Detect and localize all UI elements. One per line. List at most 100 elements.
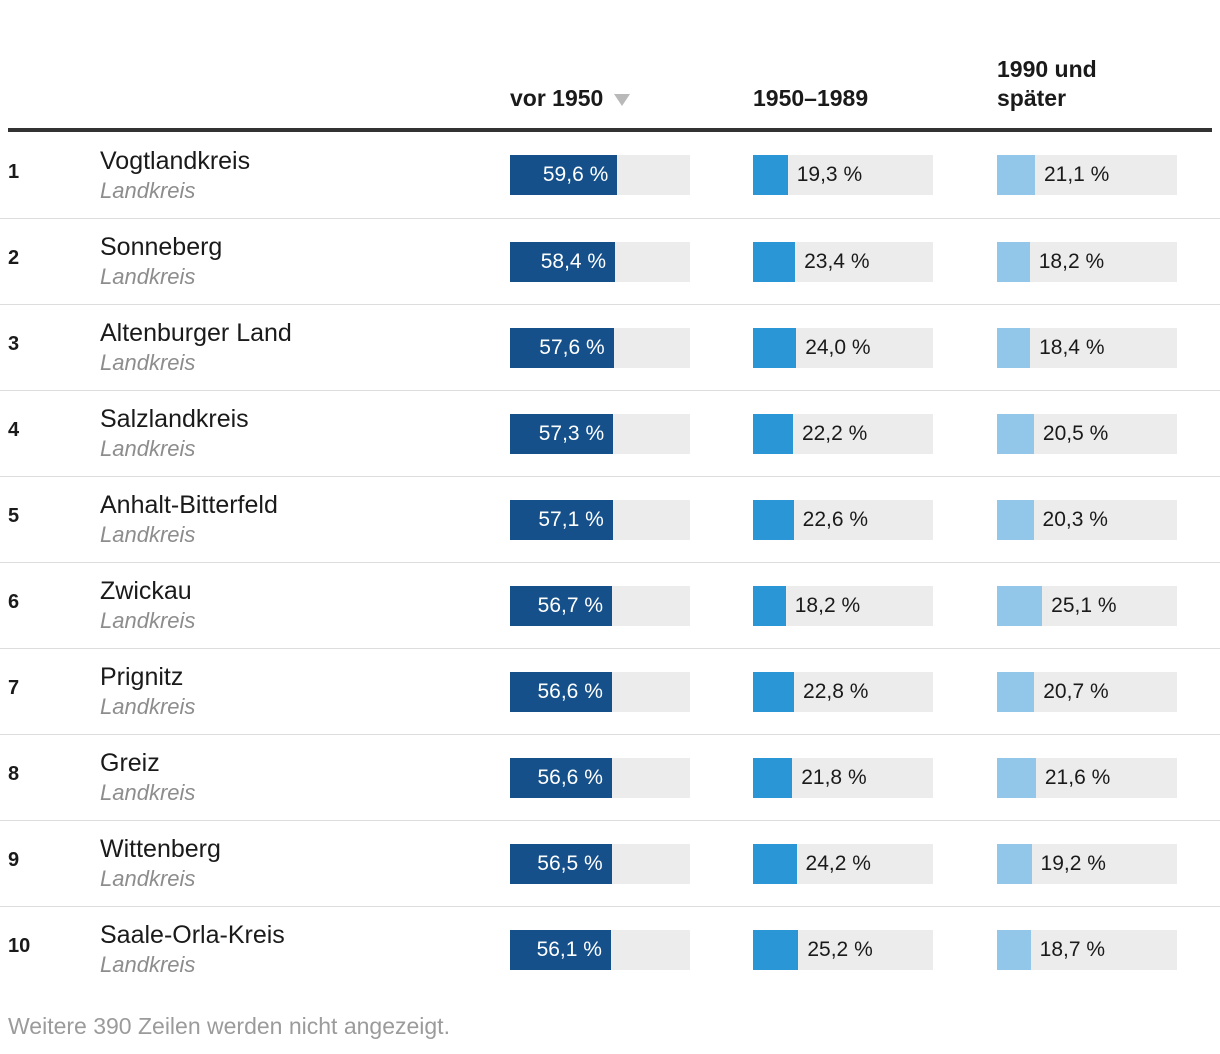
bar-track: 18,7 % — [997, 929, 1177, 970]
district-type: Landkreis — [100, 436, 196, 461]
bar-cell-1950-1989: 23,4 % — [753, 241, 997, 282]
bar-cell-vor-1950: 58,4 % — [510, 241, 753, 282]
row-rank: 1 — [8, 160, 20, 183]
row-name-cell: Saale-Orla-Kreis Landkreis — [100, 920, 510, 979]
bar-value: 19,3 % — [796, 163, 863, 186]
bar-value: 21,6 % — [1044, 765, 1111, 789]
district-name: Prignitz — [100, 663, 184, 691]
bar-value: 24,2 % — [805, 851, 871, 875]
table-row: 2 Sonneberg Landkreis 58,4 % 23,4 % — [0, 218, 1220, 304]
bar-track: 56,6 % — [510, 757, 690, 798]
bar-cell-1950-1989: 22,8 % — [753, 671, 997, 712]
hidden-rows-note: Weitere 390 Zeilen werden nicht angezeig… — [8, 1013, 450, 1039]
table-row: 7 Prignitz Landkreis 56,6 % 22,8 % — [0, 648, 1220, 734]
bar-cell-1990-und-spaeter: 20,7 % — [997, 671, 1179, 712]
bar-fill-1990-und-spaeter — [997, 155, 1035, 195]
bar-track: 20,3 % — [997, 499, 1177, 540]
district-name: Sonneberg — [100, 233, 223, 261]
bar-fill-1950-1989 — [753, 671, 795, 712]
bar-track: 59,6 % — [510, 155, 690, 195]
row-name-cell: Prignitz Landkreis — [100, 662, 510, 721]
bar-fill-vor-1950: 57,3 % — [510, 413, 614, 454]
district-name: Altenburger Land — [100, 319, 292, 347]
bar-track: 24,2 % — [753, 843, 933, 884]
table-row: 10 Saale-Orla-Kreis Landkreis 56,1 % 25,… — [0, 906, 1220, 992]
bar-cell-1950-1989: 24,2 % — [753, 843, 997, 884]
bar-value: 56,7 % — [537, 593, 604, 617]
bar-track: 21,1 % — [997, 155, 1177, 195]
district-type: Landkreis — [100, 522, 196, 547]
district-name: Anhalt-Bitterfeld — [100, 491, 278, 519]
row-name-cell: Sonneberg Landkreis — [100, 232, 510, 291]
bar-cell-vor-1950: 56,6 % — [510, 671, 753, 712]
bar-fill-1950-1989 — [753, 327, 797, 368]
bar-track: 25,2 % — [753, 929, 933, 970]
table-row: 1 Vogtlandkreis Landkreis 59,6 % 19,3 % — [0, 132, 1220, 218]
bar-cell-vor-1950: 57,6 % — [510, 327, 753, 368]
bar-value: 56,5 % — [537, 851, 603, 875]
bar-fill-1990-und-spaeter — [997, 929, 1031, 970]
bar-track: 25,1 % — [997, 585, 1177, 626]
bar-value: 18,2 % — [794, 593, 861, 617]
row-rank: 9 — [8, 849, 20, 871]
row-name-cell: Greiz Landkreis — [100, 748, 510, 807]
column-header-1990-und-spaeter[interactable]: 1990 und später — [997, 55, 1179, 113]
bar-track: 21,6 % — [997, 757, 1177, 798]
bar-value: 22,2 % — [801, 421, 868, 445]
bar-track: 56,6 % — [510, 671, 690, 712]
bar-cell-1990-und-spaeter: 21,1 % — [997, 155, 1179, 195]
row-name-cell: Wittenberg Landkreis — [100, 834, 510, 893]
row-rank: 8 — [8, 763, 20, 785]
bar-value: 56,6 % — [537, 765, 603, 789]
bar-fill-1950-1989 — [753, 757, 793, 798]
bar-cell-1950-1989: 22,2 % — [753, 413, 997, 454]
bar-value: 25,1 % — [1051, 593, 1117, 617]
table-row: 9 Wittenberg Landkreis 56,5 % 24,2 % — [0, 820, 1220, 906]
bar-track: 21,8 % — [753, 757, 933, 798]
bar-track: 57,3 % — [510, 413, 690, 454]
bar-cell-1950-1989: 21,8 % — [753, 757, 997, 798]
district-type: Landkreis — [100, 264, 196, 289]
district-type: Landkreis — [100, 780, 196, 805]
bar-track: 18,2 % — [753, 585, 933, 626]
row-name-cell: Salzlandkreis Landkreis — [100, 404, 510, 463]
column-header-1950-1989[interactable]: 1950–1989 — [753, 84, 997, 113]
bar-fill-vor-1950: 56,1 % — [510, 929, 611, 970]
column-header-label: 1990 und später — [997, 56, 1097, 111]
bar-fill-1990-und-spaeter — [997, 241, 1030, 282]
bar-track: 56,7 % — [510, 585, 690, 626]
bar-track: 58,4 % — [510, 241, 690, 282]
bar-value: 58,4 % — [540, 249, 607, 273]
header-divider — [8, 128, 1212, 132]
column-header-vor-1950[interactable]: vor 1950 — [510, 84, 753, 113]
bar-track: 23,4 % — [753, 241, 933, 282]
bar-cell-1990-und-spaeter: 21,6 % — [997, 757, 1179, 798]
sort-desc-icon[interactable] — [614, 94, 631, 106]
table-header-row: vor 1950 1950–1989 1990 und später — [0, 0, 1220, 128]
row-name-cell: Anhalt-Bitterfeld Landkreis — [100, 490, 510, 549]
district-name: Saale-Orla-Kreis — [100, 921, 285, 949]
bar-cell-1990-und-spaeter: 19,2 % — [997, 843, 1179, 884]
bar-track: 19,2 % — [997, 843, 1177, 884]
bar-track: 57,1 % — [510, 499, 690, 540]
bar-fill-1950-1989 — [753, 241, 796, 282]
row-name-cell: Altenburger Land Landkreis — [100, 318, 510, 377]
row-rank: 4 — [8, 419, 20, 441]
bar-fill-1990-und-spaeter — [997, 327, 1031, 368]
bar-track: 20,7 % — [997, 671, 1177, 712]
table-body: 1 Vogtlandkreis Landkreis 59,6 % 19,3 % — [0, 132, 1220, 992]
row-rank: 3 — [8, 333, 20, 355]
bar-cell-1950-1989: 18,2 % — [753, 585, 997, 626]
district-name: Wittenberg — [100, 835, 221, 863]
bar-cell-vor-1950: 57,3 % — [510, 413, 753, 454]
bar-cell-1990-und-spaeter: 18,4 % — [997, 327, 1179, 368]
bar-track: 20,5 % — [997, 413, 1177, 454]
table-row: 3 Altenburger Land Landkreis 57,6 % 24,0… — [0, 304, 1220, 390]
district-name: Salzlandkreis — [100, 405, 249, 433]
bar-value: 56,1 % — [536, 937, 602, 961]
bar-track: 19,3 % — [753, 155, 933, 195]
bar-fill-1950-1989 — [753, 155, 788, 195]
district-name: Greiz — [100, 749, 160, 777]
bar-value: 20,7 % — [1043, 679, 1109, 703]
